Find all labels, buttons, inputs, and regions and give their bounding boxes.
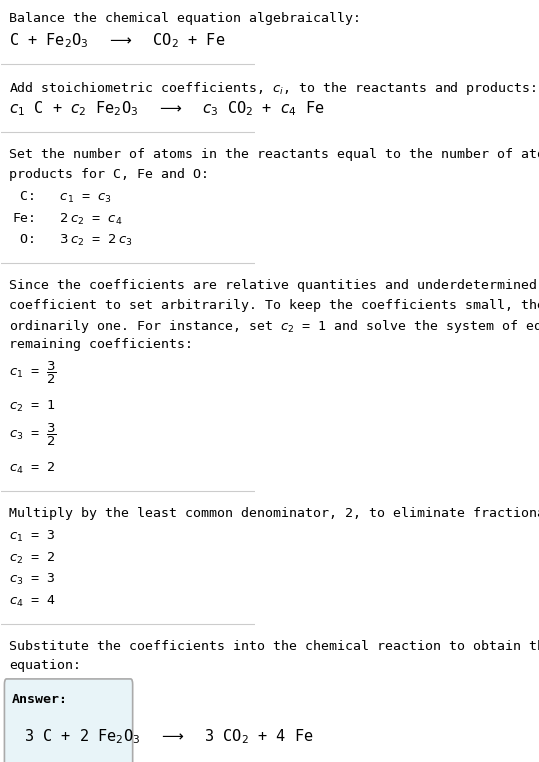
Text: $c_2$ = 2: $c_2$ = 2 (9, 551, 56, 566)
Text: $c_1$ C + $c_2$ Fe$_2$O$_3$  $\longrightarrow$  $c_3$ CO$_2$ + $c_4$ Fe: $c_1$ C + $c_2$ Fe$_2$O$_3$ $\longrighta… (9, 100, 324, 118)
Text: Multiply by the least common denominator, 2, to eliminate fractional coefficient: Multiply by the least common denominator… (9, 507, 539, 520)
Text: $c_4$ = 4: $c_4$ = 4 (9, 594, 56, 609)
Text: Substitute the coefficients into the chemical reaction to obtain the balanced: Substitute the coefficients into the che… (9, 639, 539, 652)
Text: 3 C + 2 Fe$_2$O$_3$  $\longrightarrow$  3 CO$_2$ + 4 Fe: 3 C + 2 Fe$_2$O$_3$ $\longrightarrow$ 3 … (24, 728, 314, 747)
Text: products for C, Fe and O:: products for C, Fe and O: (9, 168, 209, 181)
Text: Since the coefficients are relative quantities and underdetermined, choose a: Since the coefficients are relative quan… (9, 280, 539, 293)
Text: Add stoichiometric coefficients, $c_i$, to the reactants and products:: Add stoichiometric coefficients, $c_i$, … (9, 80, 536, 97)
Text: $c_3$ = $\dfrac{3}{2}$: $c_3$ = $\dfrac{3}{2}$ (9, 421, 57, 448)
Text: coefficient to set arbitrarily. To keep the coefficients small, the arbitrary va: coefficient to set arbitrarily. To keep … (9, 299, 539, 312)
Text: Set the number of atoms in the reactants equal to the number of atoms in the: Set the number of atoms in the reactants… (9, 149, 539, 162)
Text: C:   $c_1$ = $c_3$: C: $c_1$ = $c_3$ (11, 190, 111, 206)
Text: C + Fe$_2$O$_3$  $\longrightarrow$  CO$_2$ + Fe: C + Fe$_2$O$_3$ $\longrightarrow$ CO$_2$… (9, 31, 225, 50)
Text: Fe:   $2\,c_2$ = $c_4$: Fe: $2\,c_2$ = $c_4$ (11, 212, 122, 227)
Text: $c_4$ = 2: $c_4$ = 2 (9, 461, 56, 476)
Text: Answer:: Answer: (11, 693, 67, 706)
Text: $c_1$ = 3: $c_1$ = 3 (9, 530, 56, 544)
Text: $c_2$ = 1: $c_2$ = 1 (9, 399, 56, 415)
FancyBboxPatch shape (4, 679, 133, 762)
Text: ordinarily one. For instance, set $c_2$ = 1 and solve the system of equations fo: ordinarily one. For instance, set $c_2$ … (9, 319, 539, 335)
Text: O:   $3\,c_2$ = $2\,c_3$: O: $3\,c_2$ = $2\,c_3$ (11, 233, 133, 248)
Text: Balance the chemical equation algebraically:: Balance the chemical equation algebraica… (9, 12, 361, 25)
Text: equation:: equation: (9, 659, 81, 672)
Text: remaining coefficients:: remaining coefficients: (9, 338, 193, 351)
Text: $c_3$ = 3: $c_3$ = 3 (9, 572, 56, 588)
Text: $c_1$ = $\dfrac{3}{2}$: $c_1$ = $\dfrac{3}{2}$ (9, 360, 57, 386)
